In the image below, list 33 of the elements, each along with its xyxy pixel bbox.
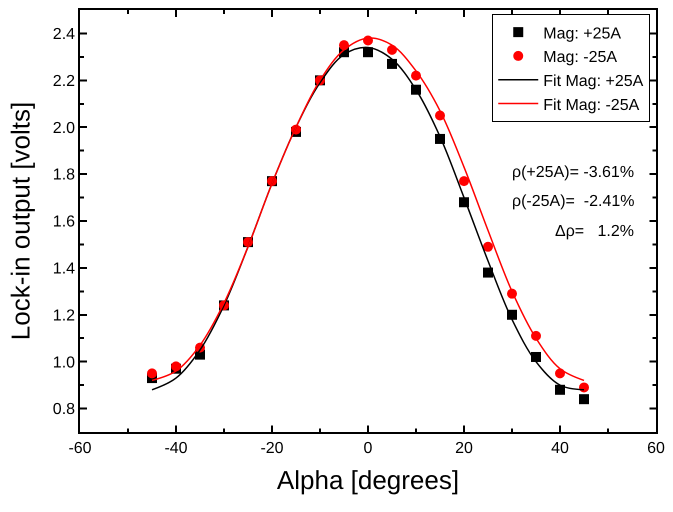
x-tick-label: 0 <box>364 440 373 457</box>
y-tick-label: 1.0 <box>52 354 76 372</box>
y-tick-label: 2.2 <box>52 72 76 90</box>
annotation: ρ(+25A)= -3.61% <box>512 164 634 181</box>
annotation: ρ(-25A)= -2.41% <box>512 193 634 210</box>
x-tick-label: -20 <box>260 440 284 457</box>
point <box>555 384 565 395</box>
annotation: Δρ= 1.2% <box>555 223 634 240</box>
y-tick-label: 1.2 <box>52 307 76 324</box>
y-tick-label: 1.8 <box>52 166 76 184</box>
legend-label: Fit Mag: -25A <box>543 96 640 114</box>
x-axis-title: Alpha [degrees] <box>276 465 460 496</box>
y-tick-label: 1.6 <box>52 214 76 231</box>
x-tick-label: 40 <box>551 440 569 457</box>
x-tick-label: 20 <box>455 440 473 457</box>
y-tick-label: 2.4 <box>52 26 76 44</box>
point <box>579 394 589 404</box>
point <box>483 268 493 278</box>
y-tick-label: 2.0 <box>52 120 76 137</box>
point <box>579 382 589 392</box>
y-tick-label: 1.4 <box>52 260 76 278</box>
legend-label: Mag: -25A <box>543 49 618 66</box>
point <box>459 176 469 186</box>
x-tick-label: -40 <box>164 440 188 457</box>
legend-label: Fit Mag: +25A <box>543 72 644 90</box>
x-tick-label: 60 <box>647 440 665 457</box>
y-axis-title: Lock-in output [volts] <box>6 102 36 340</box>
point <box>483 242 493 252</box>
point <box>387 58 397 69</box>
legend-label: Mag: +25A <box>543 25 622 42</box>
x-tick-label: -60 <box>68 440 92 457</box>
y-tick-label: 0.8 <box>52 401 76 418</box>
point <box>147 368 157 378</box>
